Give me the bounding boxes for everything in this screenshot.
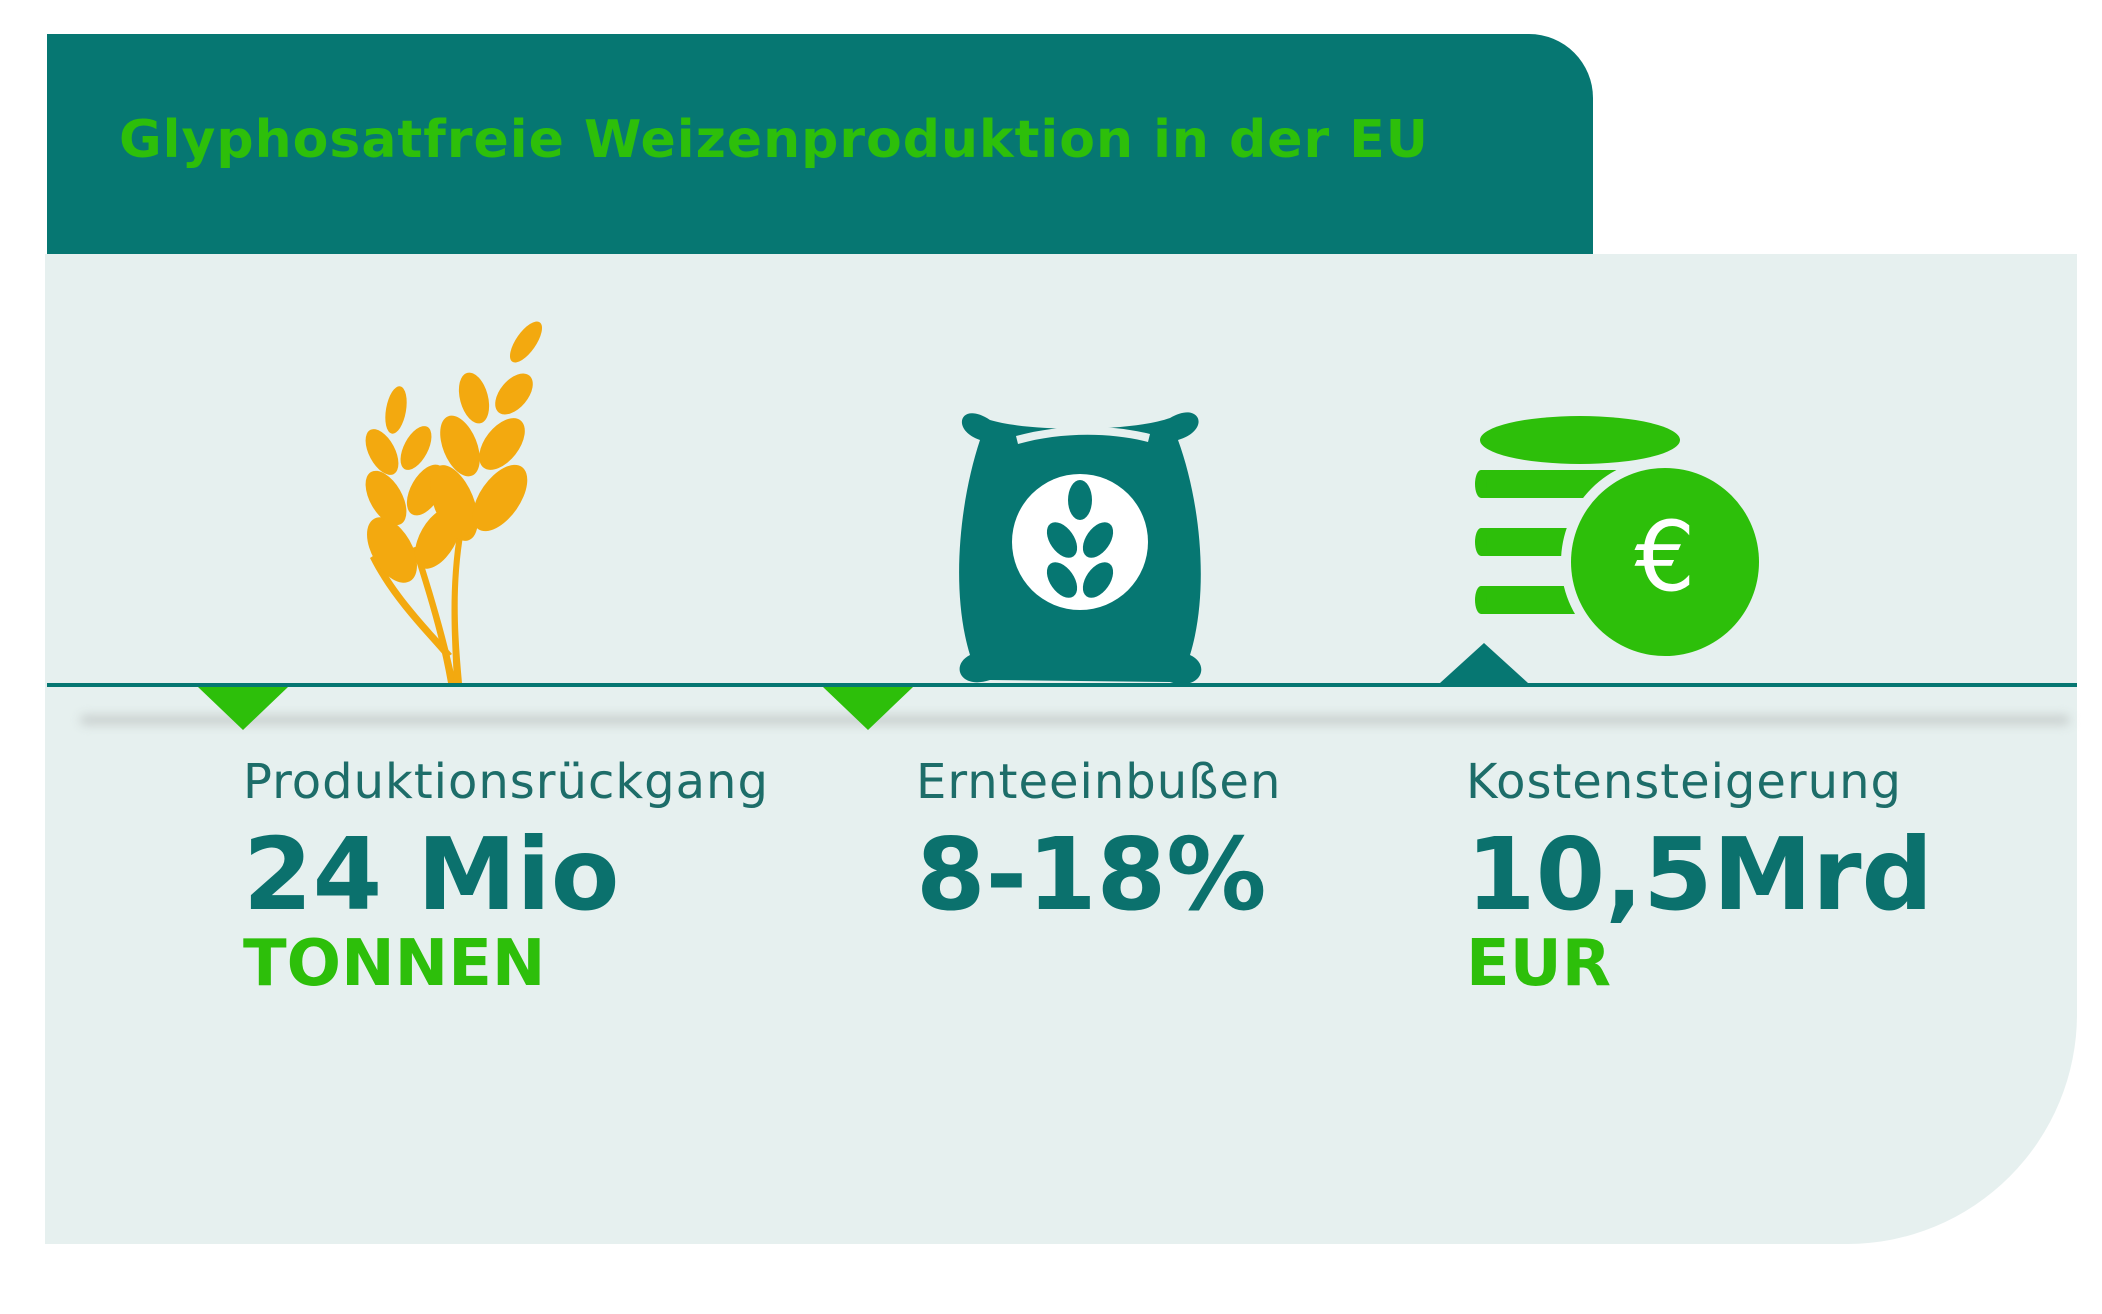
page-title: Glyphosatfreie Weizenproduktion in der E… [119,110,1430,170]
stat-unit: TONNEN [243,927,546,1001]
stat-value: 24 Mio [243,816,620,933]
marker-up-3 [1440,643,1528,683]
euro-symbol: € [1634,501,1695,613]
stat-label: Produktionsrückgang [243,754,769,810]
stat-production-decline: Produktionsrückgang 24 Mio TONNEN [243,752,769,1004]
marker-down-2 [823,687,913,730]
euro-coins-icon: € [1475,416,1765,666]
stat-harvest-loss: Ernteeinbußen 8-18% [916,752,1281,930]
marker-down-1 [198,687,288,730]
stat-value: 10,5Mrd [1466,816,1934,933]
stat-cost-increase: Kostensteigerung 10,5Mrd EUR [1466,752,1933,1004]
grain-sack-icon [959,412,1202,685]
stat-unit: EUR [1466,927,1611,1001]
content-panel [45,254,2077,1244]
stat-value: 8-18% [916,816,1267,933]
stat-label: Kostensteigerung [1466,754,1902,810]
wheat-icon [365,321,543,683]
title-banner: Glyphosatfreie Weizenproduktion in der E… [47,34,1593,254]
stat-label: Ernteeinbußen [916,754,1282,810]
baseline-shadow [80,715,2070,725]
timeline-baseline [47,683,2077,687]
